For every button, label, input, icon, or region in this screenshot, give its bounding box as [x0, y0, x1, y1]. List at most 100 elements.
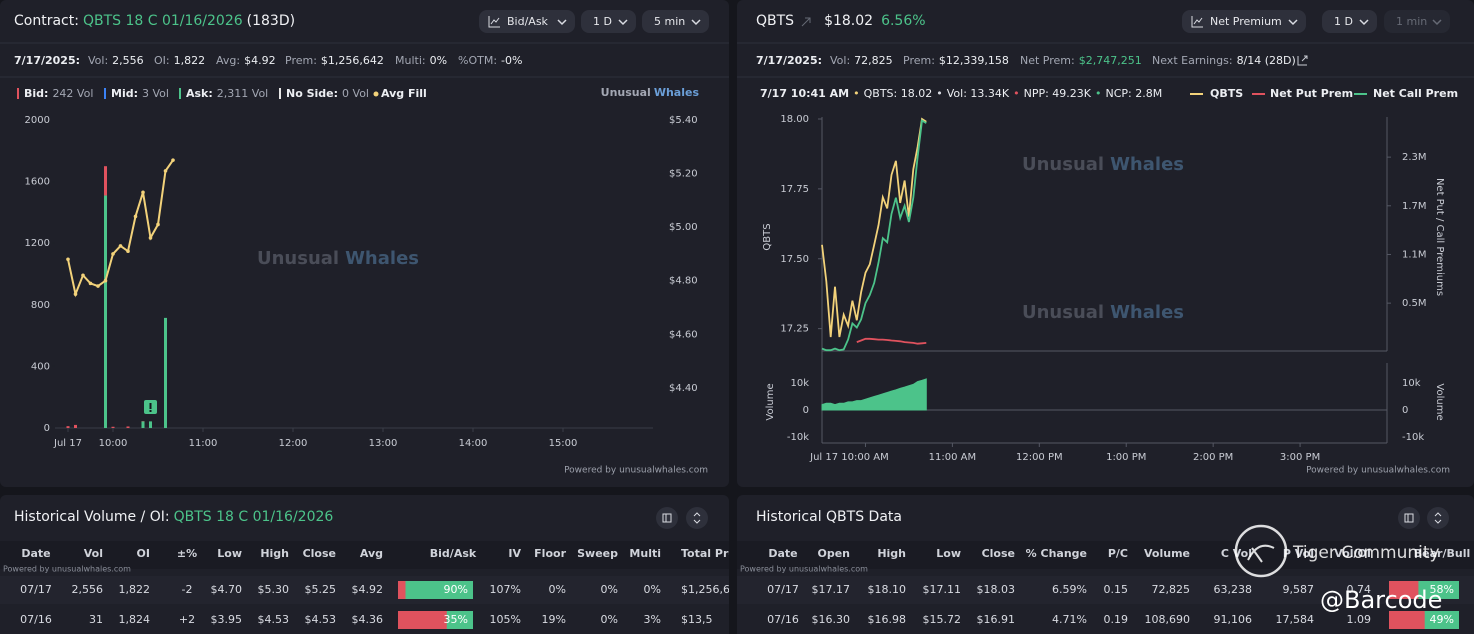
text-run: Prem: $12,339,158 — [903, 54, 1009, 67]
avg-fill-point — [103, 278, 108, 283]
text: Vol: — [830, 54, 850, 67]
text-run: Vol: 72,825 — [830, 54, 893, 67]
column-header: Date — [768, 547, 797, 560]
separator-dot: • — [1013, 87, 1020, 100]
text: $4.92 — [244, 54, 276, 67]
table-cell: 0.19 — [1104, 613, 1129, 626]
text: $12,339,158 — [939, 54, 1009, 67]
dropdown-box — [479, 10, 575, 33]
text-run: Ask: 2,311 Vol — [186, 87, 268, 100]
legend-label: Net Call Prem — [1373, 87, 1458, 100]
text: 3 Vol — [142, 87, 169, 100]
text: 242 Vol — [52, 87, 93, 100]
dropdown[interactable]: 1 D — [1322, 10, 1377, 33]
column-header: Vol/OI — [1334, 547, 1371, 560]
column-header: ±% — [177, 547, 197, 560]
avg-fill-point — [148, 236, 153, 240]
text: Avg: — [216, 54, 240, 67]
info-item: NCP: 2.8M — [1106, 87, 1163, 100]
table-cell: 0.15 — [1104, 583, 1129, 596]
y-tick-label: 17.50 — [780, 254, 809, 265]
link-arrow-icon — [801, 17, 811, 27]
bar-cell-bear — [1389, 581, 1419, 599]
text-run: Unusual Whales — [601, 86, 700, 99]
text: 72,825 — [854, 54, 893, 67]
text-run: Next Earnings: 8/14 (28D) — [1152, 54, 1296, 67]
avg-fill-point — [96, 284, 100, 288]
volume-bar — [141, 421, 145, 428]
avg-fill-point — [66, 257, 70, 262]
table-cell: $4.53 — [258, 613, 290, 626]
footer: Powered by unusualwhales.com — [1306, 466, 1450, 476]
table-cell: 17,584 — [1276, 613, 1315, 626]
text-run: Avg: $4.92 — [216, 54, 276, 67]
bar-cell-label: 49% — [1430, 613, 1454, 626]
column-header: OI — [137, 547, 150, 560]
dropdown-label: Bid/Ask — [507, 15, 549, 28]
avg-fill-point — [126, 249, 130, 254]
alert-marker — [144, 400, 157, 414]
chevron-icon — [1432, 19, 1442, 26]
column-header: Open — [817, 547, 850, 560]
column-header: Multi — [629, 547, 661, 560]
text-run: Unusual Whales — [1022, 154, 1184, 175]
external-link-icon — [1297, 55, 1308, 66]
table-row — [0, 606, 729, 634]
avg-fill-point — [163, 169, 168, 173]
text: Mid: — [111, 87, 138, 100]
column-header: P Vol — [1283, 547, 1314, 560]
dropdown-box — [581, 10, 636, 33]
legend-swatch — [104, 88, 106, 99]
y2-tick-label: $4.60 — [669, 329, 698, 340]
dropdown[interactable]: 1 D — [581, 10, 636, 33]
table-cell: 105% — [490, 613, 521, 626]
volume-bar — [111, 426, 115, 428]
dropdown[interactable]: Bid/Ask — [479, 10, 575, 33]
volume-tick-label: 10k — [790, 378, 809, 389]
table-cell: 0% — [644, 583, 661, 596]
legend-swatch — [17, 88, 19, 99]
text-run: Bid: 242 Vol — [24, 87, 93, 100]
text: $18.02 — [824, 13, 873, 29]
text: QBTS — [756, 13, 794, 29]
text-run: Contract: QBTS 18 C 01/16/2026 (183D) — [14, 13, 295, 29]
bar-cell-bear — [398, 581, 406, 599]
dropdown[interactable]: 1 min — [1384, 10, 1450, 33]
text: 2,311 Vol — [217, 87, 268, 100]
text: Historical QBTS Data — [756, 509, 902, 525]
text: Unusual — [1022, 154, 1104, 175]
columns-button[interactable] — [656, 507, 678, 529]
dropdown[interactable]: 5 min — [642, 10, 709, 33]
header-row — [737, 541, 1474, 569]
x-tick-label: 15:00 — [549, 438, 578, 449]
dropdown[interactable]: Net Premium — [1182, 10, 1306, 33]
stats-date: 7/17/2025: — [14, 54, 80, 67]
y2-tick-label: 2.3M — [1402, 152, 1427, 163]
column-header: Low — [217, 547, 242, 560]
y-tick-label: 1600 — [25, 177, 50, 188]
info-item: QBTS: 18.02 — [864, 87, 933, 100]
text: $1,256,642 — [321, 54, 384, 67]
expand-button[interactable] — [1427, 507, 1449, 529]
dropdown-label: 1 D — [593, 15, 612, 28]
dropdown-label: 1 min — [1396, 15, 1427, 28]
table-cell: +2 — [179, 613, 195, 626]
expand-button[interactable] — [686, 507, 708, 529]
text-run: Mid: 3 Vol — [111, 87, 169, 100]
series-line — [821, 117, 927, 338]
volume-tick-label: 10k — [1402, 378, 1421, 389]
table-cell: $4.36 — [352, 613, 384, 626]
overlay-handle: @Barcode — [1320, 586, 1442, 614]
stats-date: 7/17/2025: — [756, 54, 822, 67]
icon-glyph — [1404, 513, 1414, 523]
volume-axis-title: Volume — [765, 383, 776, 420]
columns-button[interactable] — [1398, 507, 1420, 529]
text: Whales — [1110, 302, 1184, 323]
text: Net Prem: — [1020, 54, 1075, 67]
table-cell: 07/17 — [767, 583, 799, 596]
chevron-icon — [1288, 19, 1298, 26]
y2-tick-label: $5.00 — [669, 222, 698, 233]
text: $2,747,251 — [1079, 54, 1142, 67]
table-cell: 9,587 — [1283, 583, 1315, 596]
